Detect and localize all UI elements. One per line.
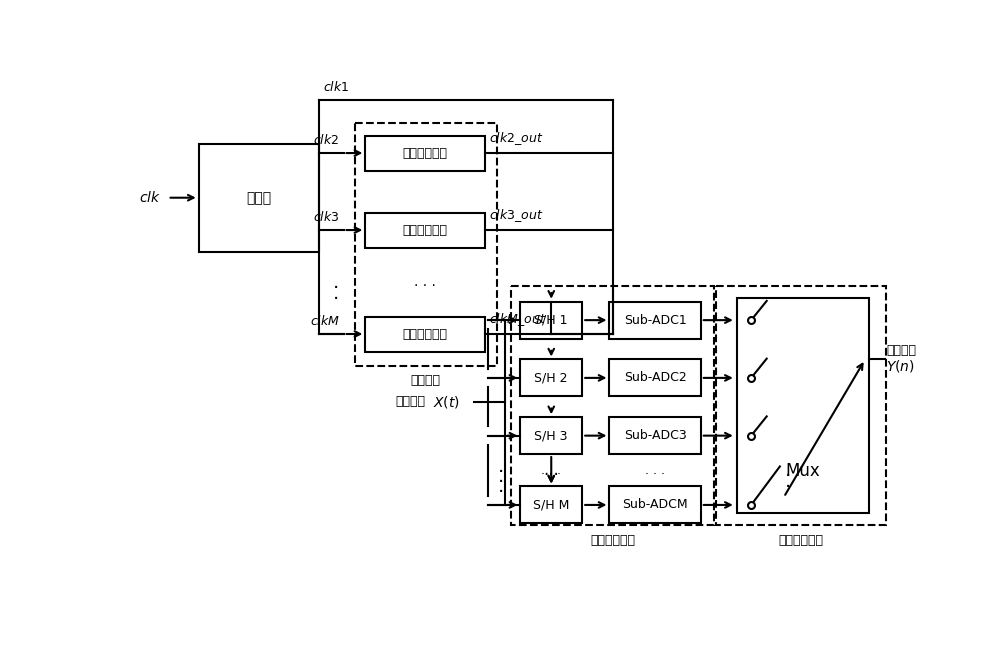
Bar <box>365 136 485 171</box>
Text: $clk$: $clk$ <box>139 190 161 205</box>
Text: $clkM\_out$: $clkM\_out$ <box>489 311 547 328</box>
Bar <box>609 486 701 524</box>
Bar <box>520 417 582 454</box>
Text: .: . <box>498 467 504 486</box>
Text: . . .: . . . <box>541 464 561 477</box>
Text: ...: ... <box>543 461 559 479</box>
Text: .: . <box>333 273 339 292</box>
Text: $clk3\_out$: $clk3\_out$ <box>489 207 544 224</box>
Text: 分频器: 分频器 <box>246 191 271 204</box>
Text: S/H 2: S/H 2 <box>534 372 568 385</box>
Text: Sub-ADC3: Sub-ADC3 <box>624 429 686 442</box>
Bar <box>365 213 485 247</box>
Bar <box>199 144 319 251</box>
Bar <box>609 359 701 396</box>
Text: $clkM$: $clkM$ <box>310 314 340 328</box>
Text: 模拟输入: 模拟输入 <box>396 395 426 408</box>
Text: 模数转换模块: 模数转换模块 <box>590 534 635 547</box>
Text: . . .: . . . <box>645 464 665 477</box>
Text: 数字输出: 数字输出 <box>886 343 916 357</box>
Text: 数据复合模块: 数据复合模块 <box>778 534 823 547</box>
Bar <box>737 298 869 513</box>
Text: S/H 3: S/H 3 <box>534 429 568 442</box>
Text: $Y(n)$: $Y(n)$ <box>886 358 915 374</box>
Text: .: . <box>784 472 791 491</box>
Bar <box>365 317 485 352</box>
Text: 时钟校准模块: 时钟校准模块 <box>403 147 448 160</box>
Bar <box>520 359 582 396</box>
Text: 校准模块: 校准模块 <box>411 374 441 387</box>
Text: .: . <box>498 477 504 496</box>
Text: S/H M: S/H M <box>533 498 569 511</box>
Text: Mux: Mux <box>786 462 820 480</box>
Text: Sub-ADCM: Sub-ADCM <box>622 498 688 511</box>
Bar <box>520 302 582 339</box>
Bar <box>355 123 497 366</box>
Text: $clk1$: $clk1$ <box>323 80 349 94</box>
Text: . . .: . . . <box>414 276 436 289</box>
Text: .: . <box>784 461 791 480</box>
Text: $clk3$: $clk3$ <box>313 210 340 224</box>
Bar <box>511 286 714 525</box>
Bar <box>609 417 701 454</box>
Text: 时钟校准模块: 时钟校准模块 <box>403 224 448 237</box>
Text: $clk2$: $clk2$ <box>313 133 340 147</box>
Text: $X(t)$: $X(t)$ <box>429 394 460 410</box>
Text: $clk2\_out$: $clk2\_out$ <box>489 130 544 147</box>
Text: Sub-ADC2: Sub-ADC2 <box>624 372 686 385</box>
Bar <box>716 286 886 525</box>
Bar <box>520 486 582 524</box>
Text: .: . <box>498 457 504 476</box>
Text: .: . <box>333 285 339 304</box>
Text: Sub-ADC1: Sub-ADC1 <box>624 313 686 326</box>
Text: S/H 1: S/H 1 <box>534 313 568 326</box>
Bar <box>609 302 701 339</box>
Text: 时钟校准模块: 时钟校准模块 <box>403 328 448 341</box>
